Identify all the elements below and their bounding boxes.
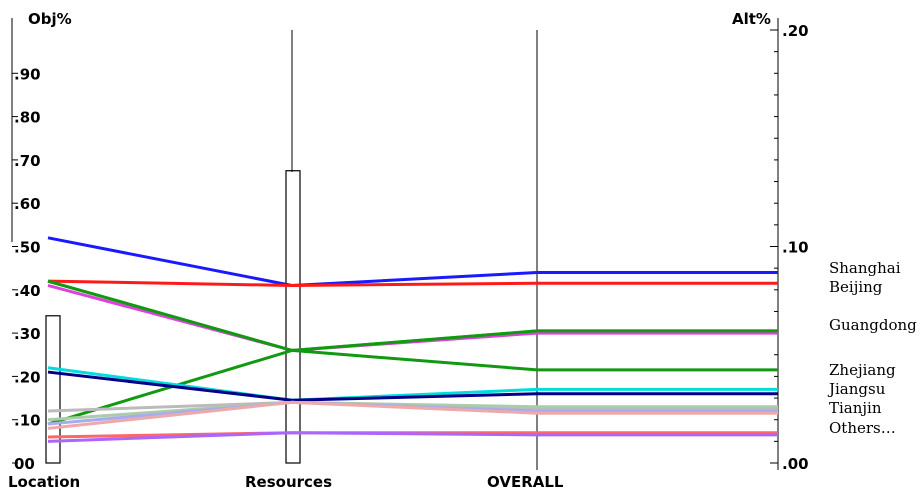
right-axis-title: Alt% <box>732 10 771 28</box>
series-line-0 <box>47 236 778 287</box>
series-line-4 <box>47 279 778 372</box>
left-tick-label: .70 <box>14 152 41 170</box>
series-name-label: Shanghai <box>829 259 901 277</box>
weight-bar-location <box>45 315 61 464</box>
series-name-label: Beijing <box>829 278 883 296</box>
left-tick-label: .10 <box>14 412 41 430</box>
series-name-label: Tianjin <box>829 399 882 417</box>
category-label-overall: OVERALL <box>487 473 564 491</box>
left-tick-label: .50 <box>14 239 41 257</box>
weight-bar-resources <box>285 170 301 464</box>
series-name-label: Guangdong <box>829 316 917 334</box>
series-name-label: Others… <box>829 419 896 437</box>
category-label-location: Location <box>8 473 80 491</box>
series-line-11 <box>47 400 778 430</box>
series-line-1 <box>47 279 778 287</box>
left-tick-label: .30 <box>14 325 41 343</box>
left-axis-title: Obj% <box>28 10 72 28</box>
right-tick-label: .00 <box>782 455 809 473</box>
category-label-resources: Resources <box>245 473 332 491</box>
series-line-9 <box>47 400 778 422</box>
series-name-label: Jiangsu <box>827 380 886 398</box>
left-tick-label: .40 <box>14 282 41 300</box>
left-tick-label: .20 <box>14 368 41 386</box>
left-tick-label: .90 <box>14 65 41 83</box>
series-name-label: Zhejiang <box>829 361 896 379</box>
series-line-13 <box>47 431 778 443</box>
series-line-6 <box>47 366 778 402</box>
right-tick-label: .20 <box>782 22 809 40</box>
series-line-7 <box>47 370 778 402</box>
left-tick-label: .60 <box>14 195 41 213</box>
right-tick-label: .10 <box>782 239 809 257</box>
left-tick-label: 00 <box>14 455 35 473</box>
left-tick-label: .80 <box>14 109 41 127</box>
